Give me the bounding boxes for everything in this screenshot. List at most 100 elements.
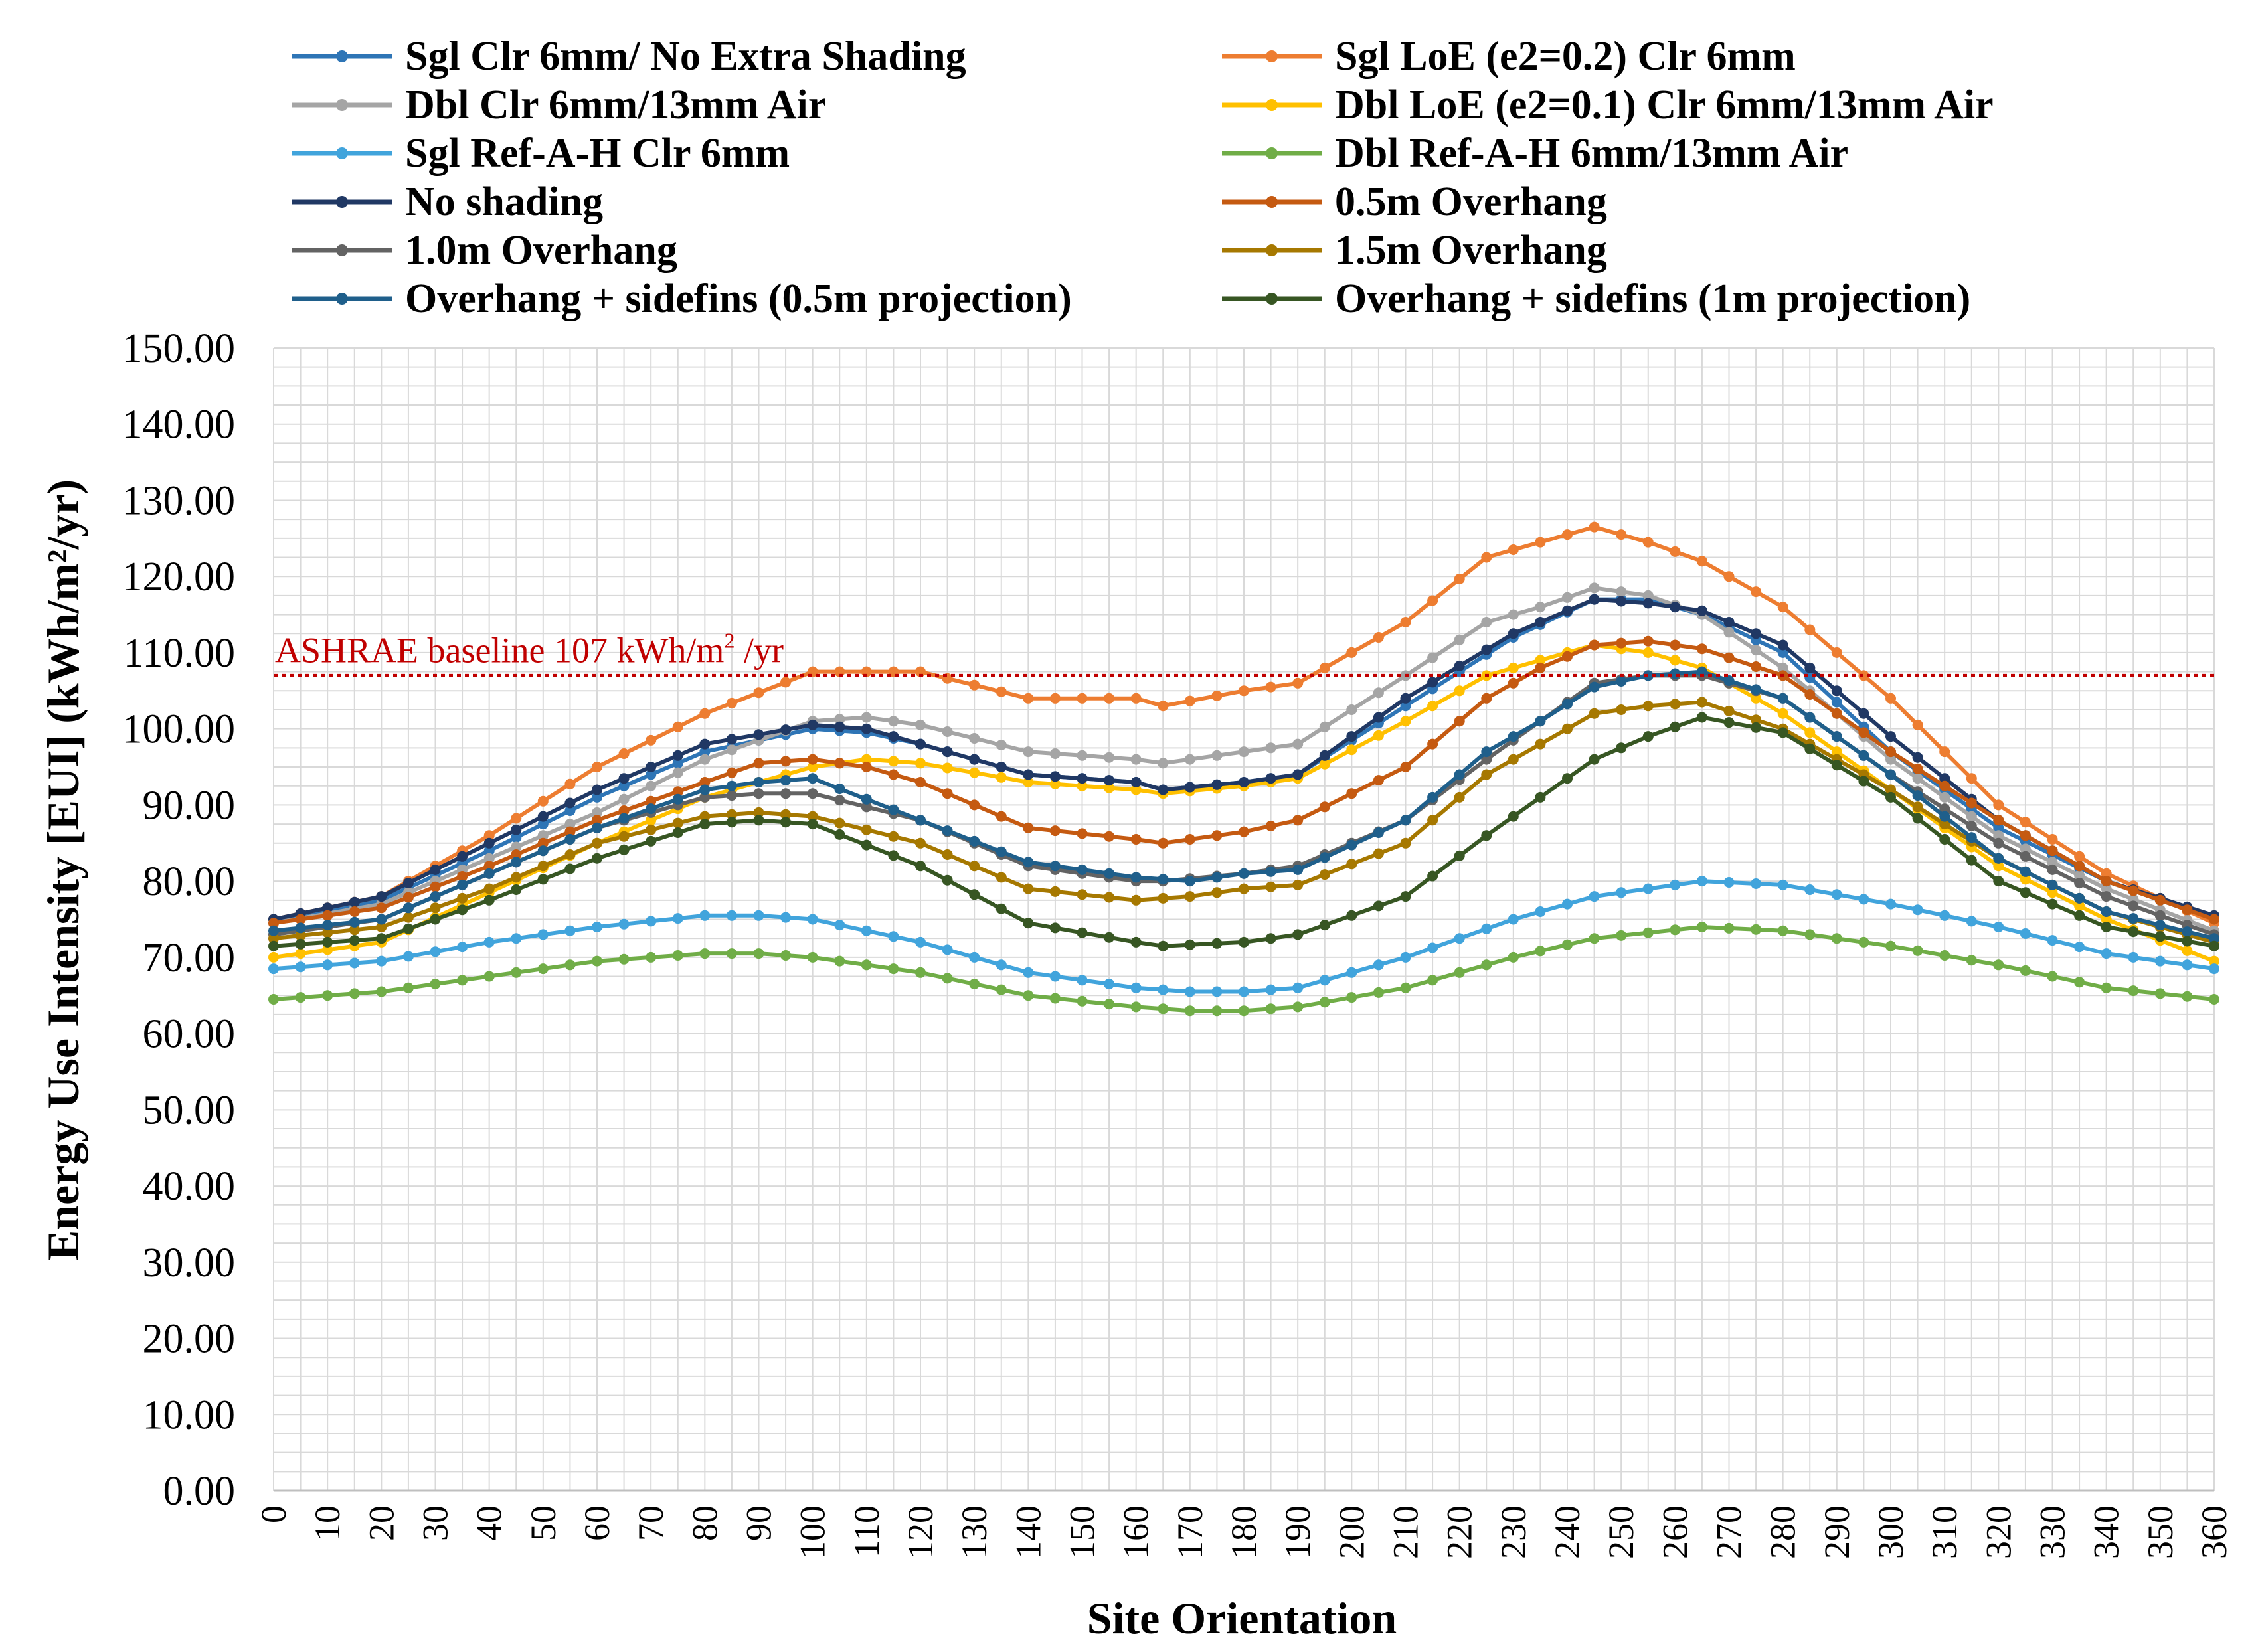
series-marker [1211,779,1223,790]
series-marker [915,758,926,769]
series-marker [1481,830,1492,841]
y-tick-label: 140.00 [122,402,236,448]
series-marker [861,839,872,851]
series-marker [807,951,818,963]
legend-label: Sgl Ref-A-H Clr 6mm [405,131,790,176]
series-marker [2182,991,2193,1002]
series-marker [672,786,683,797]
series-marker [1023,693,1034,704]
series-marker [1373,848,1384,859]
series-marker [1400,891,1411,902]
series-marker [1804,884,1816,895]
series-marker [2074,870,2085,881]
series-marker [699,910,711,921]
series-marker [2047,857,2058,868]
series-marker [699,819,711,830]
series-marker [1481,754,1492,765]
series-marker [1239,986,1249,997]
series-marker [1104,831,1115,842]
series-marker [888,731,899,742]
series-marker [780,950,792,961]
series-marker [699,777,711,787]
series-marker [1751,684,1762,695]
series-marker [1400,617,1411,627]
series-marker [942,944,953,955]
series-marker [888,804,899,815]
series-marker [1049,771,1061,782]
series-marker [1373,632,1384,643]
series-marker [1265,1003,1276,1015]
series-marker [1831,760,1842,771]
series-marker [564,849,576,860]
series-marker [322,990,333,1001]
series-marker [1184,754,1195,765]
series-marker [1265,984,1276,995]
series-marker [618,844,630,855]
series-marker [268,940,279,951]
series-marker [1696,666,1707,677]
series-marker [942,849,953,860]
series-marker [2047,864,2058,875]
series-marker [672,793,683,805]
series-marker [1993,837,2004,849]
series-marker [1373,827,1384,838]
series-marker [969,889,980,900]
series-marker [915,777,926,787]
series-marker [1211,830,1223,841]
series-marker [1751,628,1762,639]
series-marker [1939,950,1950,961]
series-marker [1642,598,1654,609]
series-marker [2074,910,2085,921]
series-marker [1535,906,1546,917]
series-marker [268,925,279,936]
series-marker [295,914,306,925]
series-marker [646,815,657,826]
series-marker [1265,881,1276,892]
series-marker [699,948,711,959]
x-tick-label: 60 [577,1505,617,1541]
series-marker [1642,731,1654,742]
series-marker [1077,975,1088,986]
series-marker [295,930,306,941]
series-marker [1616,586,1627,598]
series-marker [295,961,306,973]
series-marker [2101,891,2112,902]
series-marker [537,845,549,857]
series-marker [1858,936,1869,948]
series-marker [1535,738,1546,750]
series-marker [402,878,414,888]
series-marker [322,910,333,921]
series-marker [618,780,630,791]
series-marker [1696,876,1707,887]
series-marker [1993,853,2004,864]
series-marker [483,971,495,982]
series-marker [1535,655,1546,666]
x-tick-label: 250 [1601,1505,1641,1559]
series-marker [1023,990,1034,1001]
series-marker [1858,750,1869,761]
series-marker [457,975,468,986]
series-marker [2101,876,2112,887]
series-marker [1831,746,1842,758]
series-marker [2209,955,2219,967]
y-tick-label: 30.00 [143,1240,236,1285]
x-tick-label: 290 [1817,1505,1857,1559]
series-marker [1346,859,1357,870]
series-marker [592,922,602,932]
series-marker [1427,652,1438,663]
series-marker [969,679,980,691]
series-marker [2074,892,2085,904]
series-marker [592,784,602,795]
y-tick-label: 80.00 [143,859,236,904]
series-marker [2047,898,2058,910]
series-marker [834,829,845,840]
series-marker [861,793,872,805]
series-marker [402,902,414,914]
series-marker [1158,784,1169,795]
series-marker [1239,868,1249,879]
series-marker [457,871,468,882]
series-marker [1777,925,1788,936]
series-marker [1373,900,1384,912]
series-marker [861,712,872,723]
series-marker [295,992,306,1003]
